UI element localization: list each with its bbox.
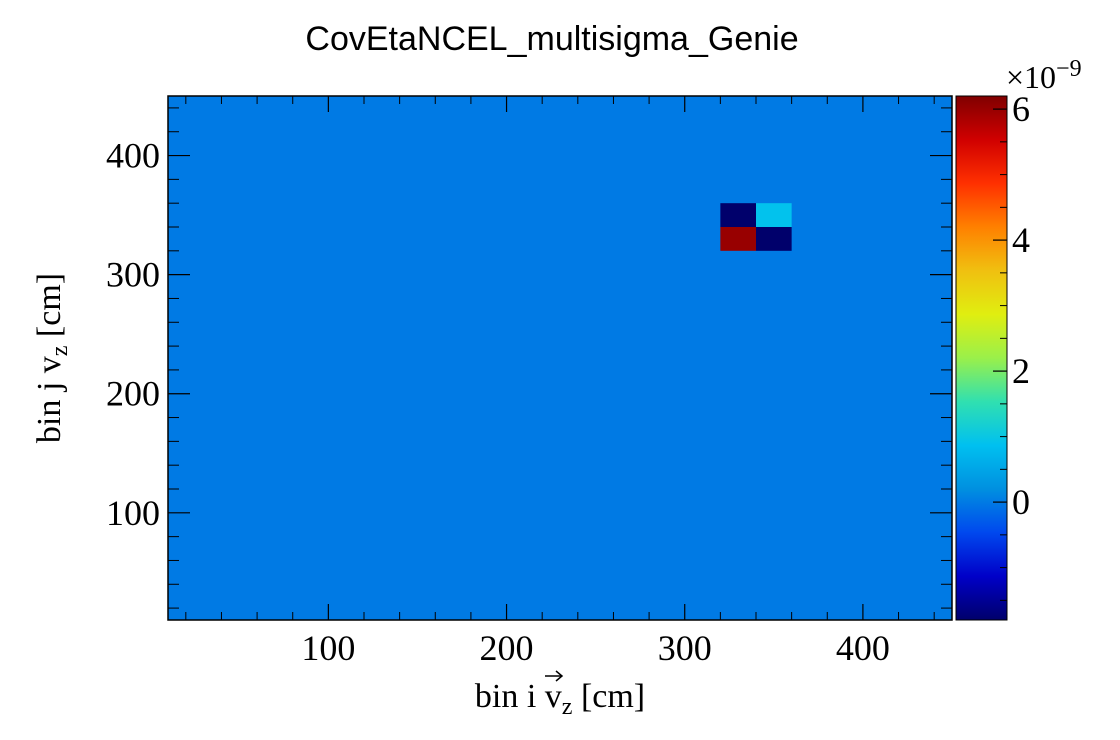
x-axis: 100 200 300 400 [185,96,935,668]
heatmap-background [168,96,952,620]
y-tick-label: 300 [106,255,160,295]
colorbar [956,96,1007,620]
colorbar-multiplier: ×10−9 [1006,56,1082,95]
colorbar-multiplier-base: ×10 [1006,59,1056,95]
y-axis-label-vec: v [31,356,68,373]
plot-frame [167,95,953,621]
x-label-arrow-head [555,670,564,682]
y-axis: 100 200 300 400 [106,107,952,609]
colorbar-multiplier-exp: −9 [1056,56,1082,82]
x-axis-label-unit: [cm] [572,678,645,715]
colorbar-tick-label: 6 [1012,89,1030,129]
x-axis-label: bin i vz [cm] [475,678,645,720]
x-axis-vector-arrow [545,670,564,682]
heatmap-cell-3 [756,227,792,251]
heatmap-cells [720,203,792,251]
x-tick-label: 300 [658,628,712,668]
colorbar-ticks: 0 2 4 6 [993,89,1030,601]
x-tick-label: 100 [301,628,355,668]
y-tick-label: 400 [106,136,160,176]
x-tick-label: 400 [836,628,890,668]
x-tick-label: 200 [480,628,534,668]
x-axis-label-main: bin i [475,678,545,715]
x-axis-label-vec: v [545,678,562,715]
heatmap-cell-2 [720,227,756,251]
colorbar-frame [955,95,1008,621]
heatmap-cell-1 [756,203,792,227]
chart-title: CovEtaNCEL_multisigma_Genie [305,20,798,58]
x-axis-label-sub: z [562,694,573,720]
colorbar-tick-label: 0 [1012,482,1030,522]
y-axis-label-sub: z [47,346,73,357]
colorbar-tick-label: 2 [1012,351,1030,391]
plot-area [168,96,952,620]
heatmap-cell-0 [720,203,756,227]
y-axis-label-main: bin j [31,373,68,443]
y-tick-label: 200 [106,374,160,414]
y-tick-label: 100 [106,493,160,533]
y-axis-label-unit: [cm] [31,273,68,346]
y-axis-label: bin j vz [cm] [31,273,73,443]
colorbar-tick-label: 4 [1012,220,1030,260]
